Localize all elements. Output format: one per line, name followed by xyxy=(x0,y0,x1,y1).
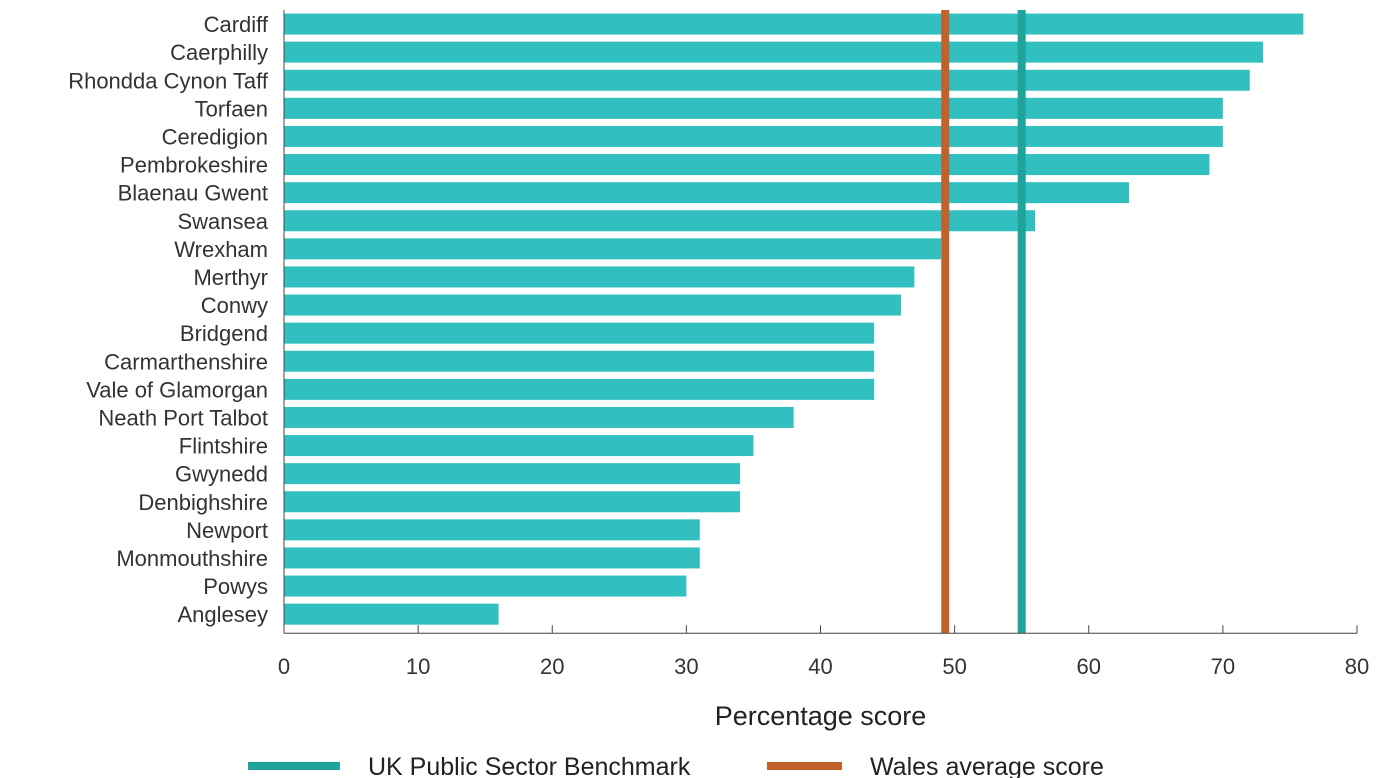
x-tick-label: 80 xyxy=(1345,654,1369,679)
category-label: Gwynedd xyxy=(175,462,268,487)
bar-powys xyxy=(284,575,687,597)
legend-label-wales-average-score: Wales average score xyxy=(870,753,1104,778)
bar-merthyr xyxy=(284,266,915,288)
category-label: Conwy xyxy=(201,293,268,318)
bar-bridgend xyxy=(284,322,875,344)
category-label: Denbighshire xyxy=(138,490,268,515)
category-label: Swansea xyxy=(177,209,268,234)
category-label: Pembrokeshire xyxy=(120,153,268,178)
x-tick-label: 10 xyxy=(406,654,430,679)
x-tick-label: 30 xyxy=(674,654,698,679)
bar-monmouthshire xyxy=(284,547,700,569)
category-label: Anglesey xyxy=(177,602,268,627)
x-tick-label: 60 xyxy=(1077,654,1101,679)
category-label: Wrexham xyxy=(174,237,268,262)
x-axis: 0 10 20 30 40 50 60 70 80 xyxy=(278,10,1369,679)
bar-flintshire xyxy=(284,435,754,457)
x-axis-title: Percentage score xyxy=(715,701,927,731)
legend-swatch-uk-public-sector-benchmark xyxy=(248,762,340,770)
reference-line-wales-average-score xyxy=(941,10,950,634)
reference-lines xyxy=(941,10,1026,634)
bar-caerphilly xyxy=(284,41,1264,63)
category-label: Bridgend xyxy=(180,321,268,346)
bar-cardiff xyxy=(284,13,1304,35)
category-label: Merthyr xyxy=(193,265,268,290)
bar-carmarthenshire xyxy=(284,350,875,372)
x-tick-label: 0 xyxy=(278,654,290,679)
category-label: Torfaen xyxy=(195,96,268,121)
x-tick-label: 70 xyxy=(1211,654,1235,679)
legend-swatch-wales-average-score xyxy=(767,762,842,770)
category-label: Blaenau Gwent xyxy=(118,181,268,206)
category-label: Flintshire xyxy=(179,434,268,459)
bar-torfaen xyxy=(284,97,1223,119)
bar-wrexham xyxy=(284,238,942,260)
category-labels: Cardiff Caerphilly Rhondda Cynon Taff Torfa… xyxy=(68,12,269,627)
bar-blaenau-gwent xyxy=(284,182,1129,204)
legend-label-uk-public-sector-benchmark: UK Public Sector Benchmark xyxy=(368,753,691,778)
reference-line-uk-public-sector-benchmark xyxy=(1017,10,1026,634)
bar-newport xyxy=(284,519,700,541)
x-tick-label: 20 xyxy=(540,654,564,679)
bar-swansea xyxy=(284,210,1036,232)
category-label: Cardiff xyxy=(204,12,269,37)
category-label: Newport xyxy=(186,518,268,543)
category-label: Carmarthenshire xyxy=(104,349,268,374)
category-label: Monmouthshire xyxy=(116,546,268,571)
category-label: Powys xyxy=(203,574,268,599)
bar-conwy xyxy=(284,294,901,316)
x-tick-label: 50 xyxy=(942,654,966,679)
x-tick-label: 40 xyxy=(808,654,832,679)
bar-rhondda-cynon-taff xyxy=(284,69,1250,91)
category-label: Caerphilly xyxy=(170,40,268,65)
bar-gwynedd xyxy=(284,463,741,485)
bar-vale-of-glamorgan xyxy=(284,378,875,400)
bars-group xyxy=(284,13,1304,625)
category-label: Neath Port Talbot xyxy=(98,405,268,430)
bar-denbighshire xyxy=(284,491,741,513)
legend: UK Public Sector Benchmark Wales average … xyxy=(248,753,1104,778)
category-label: Ceredigion xyxy=(162,124,268,149)
bar-ceredigion xyxy=(284,125,1223,147)
bar-anglesey xyxy=(284,603,499,625)
category-label: Rhondda Cynon Taff xyxy=(68,68,269,93)
bar-neath-port-talbot xyxy=(284,406,794,428)
bar-pembrokeshire xyxy=(284,154,1210,176)
category-label: Vale of Glamorgan xyxy=(86,377,268,402)
